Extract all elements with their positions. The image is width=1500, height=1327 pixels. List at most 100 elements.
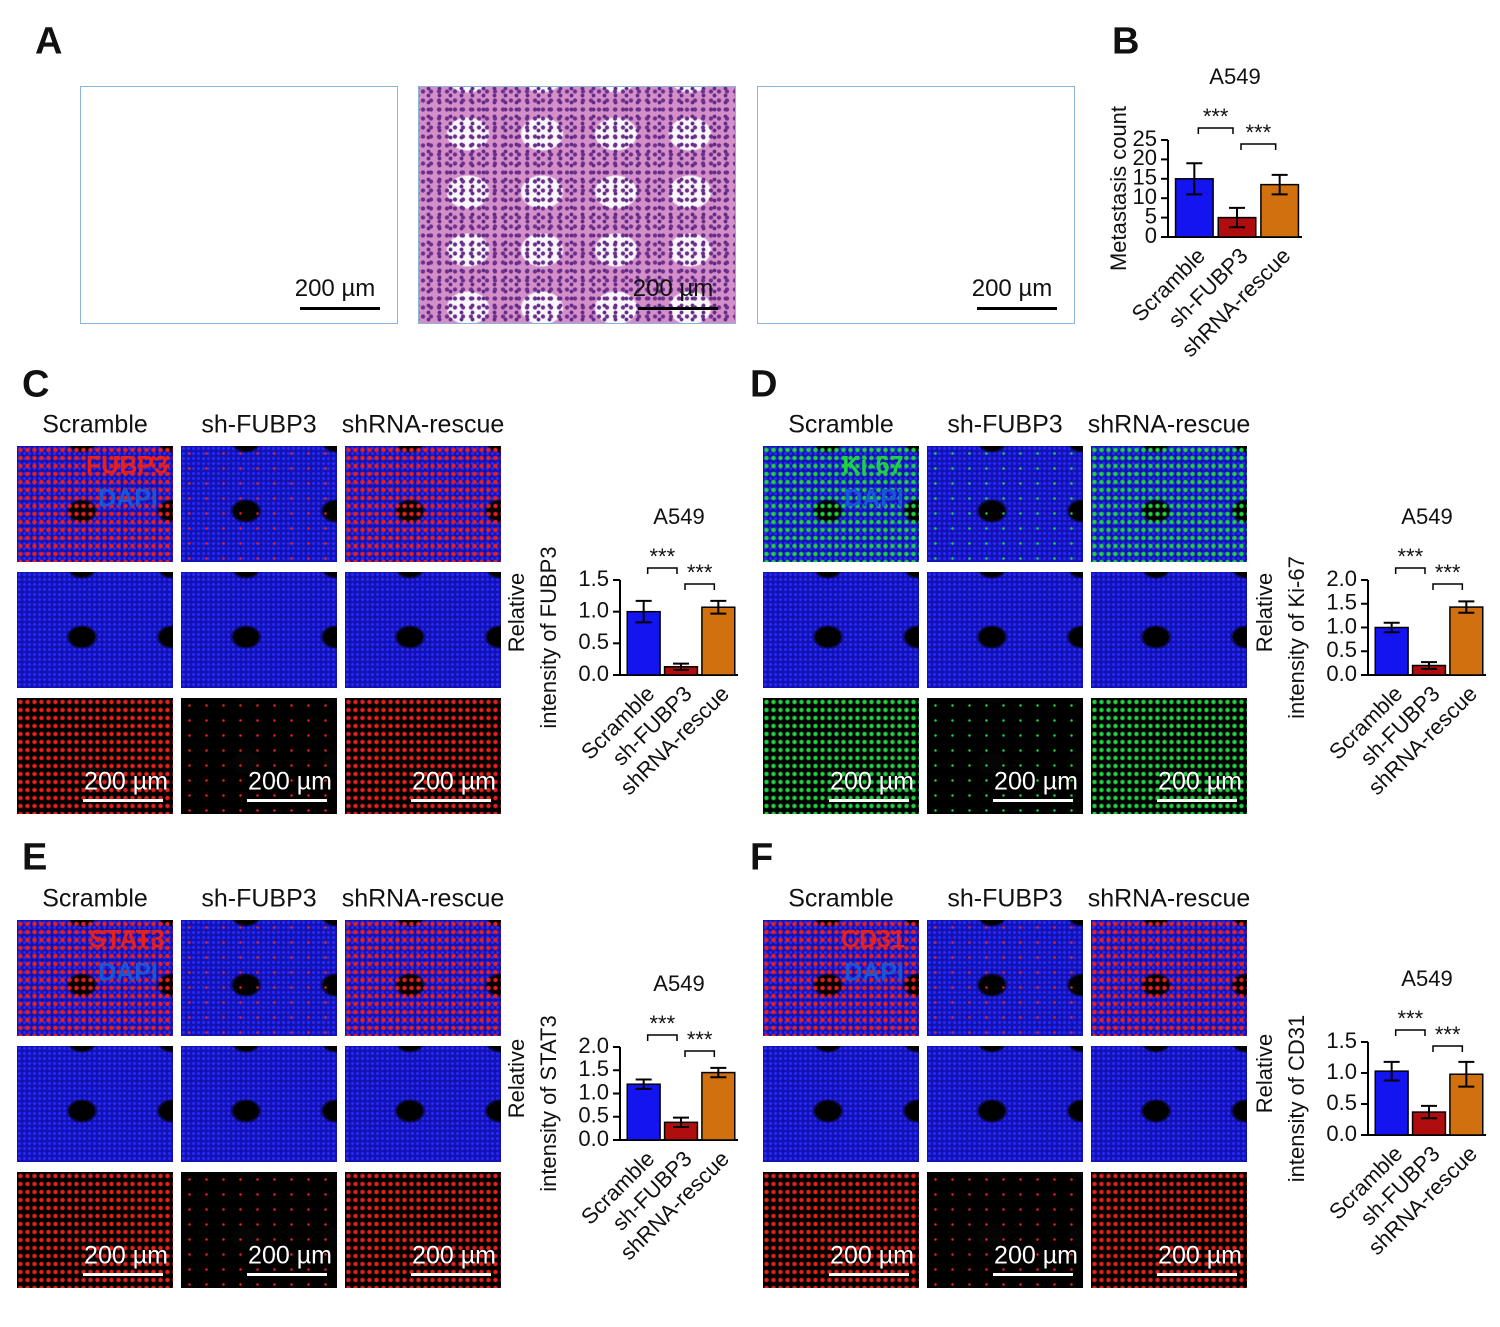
histology-image [80,86,398,324]
error-bar [635,1078,652,1090]
significance-bracket [1394,1029,1426,1036]
panel-label: A [35,20,63,63]
scale-bar [1157,799,1237,802]
chart-title: A549 [1209,64,1260,89]
group-label: Scramble [788,884,894,913]
scale-bar [829,1273,909,1276]
scale-bar [83,1273,163,1276]
fluorescence-image [181,1172,337,1288]
group-label: shRNA-rescue [1087,410,1251,439]
y-tick-label: 5 [1145,203,1157,228]
y-axis-label: intensity of FUBP3 [536,546,561,728]
y-axis-label: intensity of STAT3 [536,1015,561,1191]
significance-label: *** [1397,544,1423,569]
fluorescence-image [1091,572,1247,688]
group-label: Scramble [42,410,148,439]
scale-bar [993,1273,1073,1276]
fluorescence-image [181,698,337,814]
error-bar [1383,1060,1400,1082]
y-tick-label: 2.0 [1326,566,1357,591]
error-bar [710,599,727,615]
fluorescence-image [17,446,173,562]
chart-title: A549 [653,971,704,996]
y-tick-label: 0.5 [578,1103,609,1128]
scale-bar [829,799,909,802]
significance-bracket [646,1034,678,1041]
fluorescence-image [927,446,1083,562]
y-tick-label: 0.0 [1326,661,1357,686]
fluorescence-image [763,920,919,1036]
y-tick-label: 0 [1145,223,1157,248]
significance-bracket [684,583,716,590]
fluorescence-image [345,572,501,688]
scale-bar-label: 200 µm [84,767,168,796]
scale-bar [247,1273,327,1276]
y-axis-label: Relative [1252,573,1277,652]
fluorescence-image [345,920,501,1036]
group-label: sh-FUBP3 [201,884,317,913]
panel-label: C [22,363,50,406]
scale-bar-label: 200 µm [294,275,376,302]
error-bar [673,662,689,671]
y-tick-label: 0.0 [1326,1121,1357,1146]
scale-bar-label: 200 µm [84,1241,168,1270]
scale-bar-label: 200 µm [1158,767,1242,796]
y-axis-label: Relative [1252,1034,1277,1113]
y-tick-label: 1.5 [578,566,609,591]
scale-bar [411,1273,491,1276]
fluorescence-image [181,920,337,1036]
significance-bracket [1394,567,1426,574]
fluorescence-image [345,1172,501,1288]
histology-image [418,86,736,324]
scale-bar [300,307,380,310]
scale-bar [977,307,1057,310]
fluorescence-image [763,698,919,814]
significance-bracket [1432,1045,1464,1052]
marker-label: Ki-67 [842,451,904,480]
y-tick-label: 0.0 [578,1126,609,1151]
counterstain-label: DAPI [844,484,904,513]
y-tick-label: 1.0 [578,1079,609,1104]
error-bar [1458,1060,1475,1088]
y-tick-label: 1.5 [1326,590,1357,615]
significance-label: *** [1203,104,1229,129]
error-bar [1421,1104,1437,1120]
scale-bar-label: 200 µm [830,1241,914,1270]
significance-label: *** [687,1027,713,1052]
fluorescence-image [1091,1172,1247,1288]
y-axis-label: Relative [504,573,529,652]
marker-label: CD31 [841,925,905,954]
bar [1449,606,1484,676]
y-tick-label: 10 [1133,184,1157,209]
y-axis-label: Metastasis count [1106,106,1131,271]
y-axis-label: intensity of CD31 [1284,1015,1309,1183]
scale-bar [247,799,327,802]
error-bar [673,1116,689,1128]
group-label: sh-FUBP3 [947,884,1063,913]
group-label: shRNA-rescue [341,884,505,913]
panel-label: D [750,363,778,406]
bar [701,1071,736,1141]
scale-bar-label: 200 µm [632,275,714,302]
y-tick-label: 20 [1133,145,1157,170]
group-label: sh-FUBP3 [947,410,1063,439]
y-tick-label: 2.0 [578,1033,609,1058]
significance-label: *** [1435,560,1461,585]
scale-bar [83,799,163,802]
y-tick-label: 25 [1133,126,1157,151]
y-tick-label: 0.0 [578,661,609,686]
group-label: Scramble [788,410,894,439]
significance-label: *** [1397,1006,1423,1031]
bar [1374,1070,1409,1136]
counterstain-label: DAPI [98,484,158,513]
fluorescence-image [17,698,173,814]
fluorescence-image [1091,698,1247,814]
fluorescence-image [927,572,1083,688]
scale-bar-label: 200 µm [248,767,332,796]
significance-bracket [1432,583,1464,590]
fluorescence-image [763,446,919,562]
fluorescence-image [927,698,1083,814]
significance-label: *** [687,560,713,585]
histology-image [757,86,1075,324]
